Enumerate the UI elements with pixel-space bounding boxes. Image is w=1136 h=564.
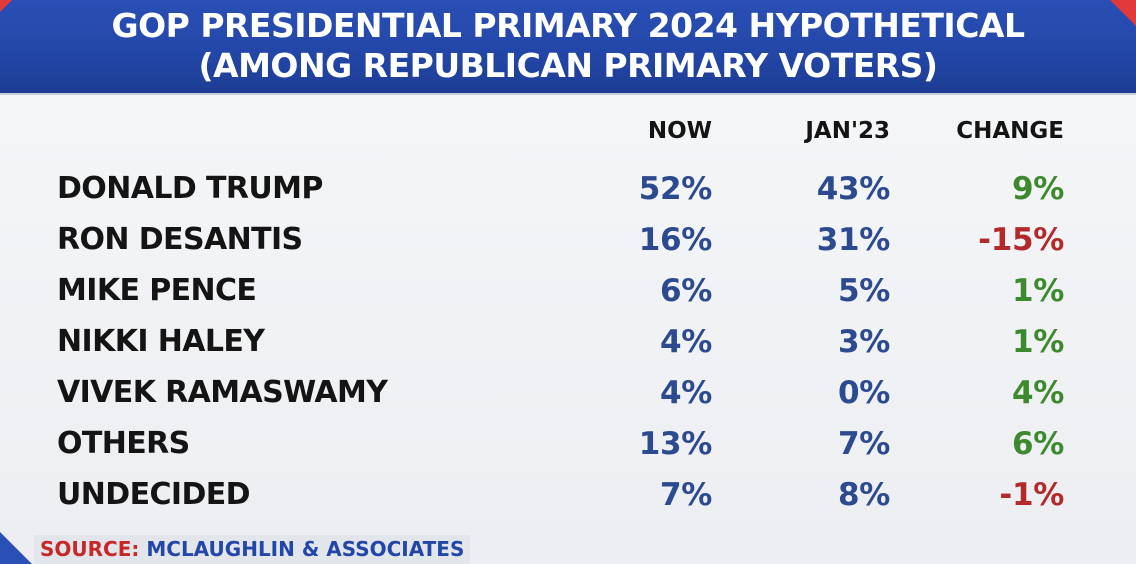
value-now: 4% <box>659 324 712 360</box>
candidate-name: MIKE PENCE <box>57 273 257 308</box>
value-jan23: 3% <box>837 324 890 360</box>
value-now: 52% <box>638 171 713 207</box>
table-row: RON DESANTIS 16% 31% -15% <box>0 215 1136 265</box>
value-jan23: 8% <box>837 477 890 513</box>
table-row: UNDECIDED 7% 8% -1% <box>0 470 1136 520</box>
column-header-change: CHANGE <box>956 118 1064 144</box>
source-label: SOURCE: <box>40 537 140 561</box>
source-caption: SOURCE: MCLAUGHLIN & ASSOCIATES <box>34 535 471 564</box>
value-now: 4% <box>659 375 712 411</box>
value-now: 13% <box>638 426 713 462</box>
candidate-name: DONALD TRUMP <box>57 171 323 206</box>
value-change: 1% <box>1011 273 1064 309</box>
table-row: VIVEK RAMASWAMY 4% 0% 4% <box>0 368 1136 418</box>
corner-accent-top-right <box>1110 0 1136 26</box>
value-change: 1% <box>1011 324 1064 360</box>
value-change: 4% <box>1011 375 1064 411</box>
title-banner: GOP PRESIDENTIAL PRIMARY 2024 HYPOTHETIC… <box>0 0 1136 95</box>
chart-subtitle: (AMONG REPUBLICAN PRIMARY VOTERS) <box>198 46 938 85</box>
corner-accent-bottom-left <box>0 532 32 564</box>
corner-accent-top-left <box>0 0 12 12</box>
value-now: 7% <box>659 477 712 513</box>
table-row: MIKE PENCE 6% 5% 1% <box>0 266 1136 316</box>
value-jan23: 7% <box>837 426 890 462</box>
candidate-name: OTHERS <box>57 426 190 461</box>
table-row: NIKKI HALEY 4% 3% 1% <box>0 317 1136 367</box>
table-row: OTHERS 13% 7% 6% <box>0 419 1136 469</box>
value-change: -15% <box>978 222 1064 258</box>
candidate-name: RON DESANTIS <box>57 222 303 257</box>
value-now: 6% <box>659 273 712 309</box>
value-change: -1% <box>999 477 1064 513</box>
value-change: 9% <box>1011 171 1064 207</box>
value-jan23: 5% <box>837 273 890 309</box>
value-now: 16% <box>638 222 713 258</box>
value-jan23: 31% <box>816 222 891 258</box>
candidate-name: UNDECIDED <box>57 477 251 512</box>
column-header-jan23: JAN'23 <box>805 118 890 144</box>
column-header-now: NOW <box>647 118 712 144</box>
value-jan23: 43% <box>816 171 891 207</box>
candidate-name: VIVEK RAMASWAMY <box>57 375 388 410</box>
source-name: MCLAUGHLIN & ASSOCIATES <box>146 537 465 561</box>
candidate-name: NIKKI HALEY <box>57 324 265 359</box>
value-change: 6% <box>1011 426 1064 462</box>
value-jan23: 0% <box>837 375 890 411</box>
chart-title: GOP PRESIDENTIAL PRIMARY 2024 HYPOTHETIC… <box>111 6 1025 45</box>
table-row: DONALD TRUMP 52% 43% 9% <box>0 164 1136 214</box>
